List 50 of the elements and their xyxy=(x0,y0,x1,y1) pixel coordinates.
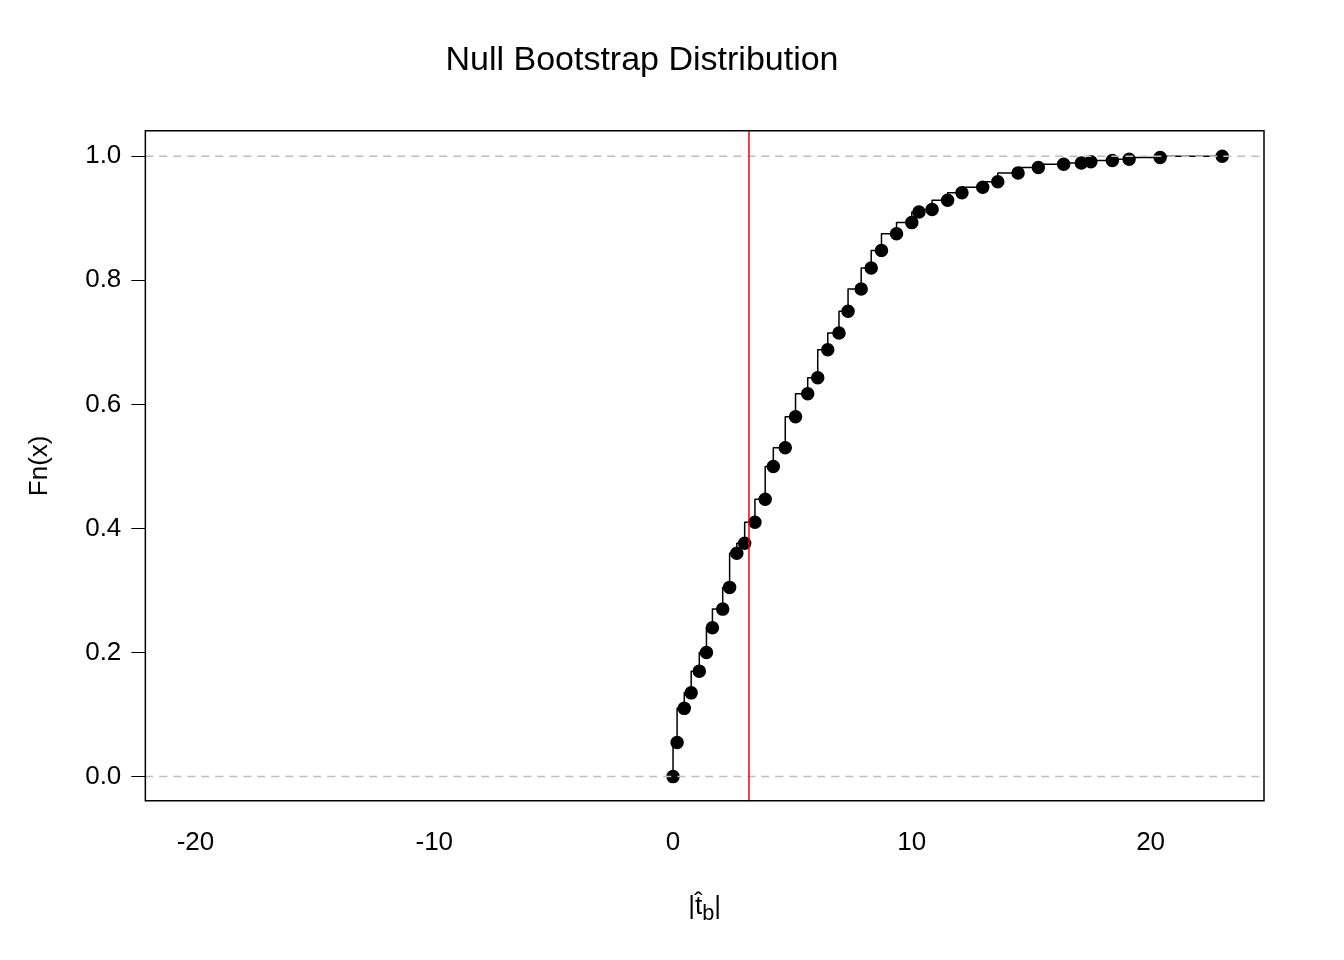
point xyxy=(1056,157,1071,172)
point xyxy=(705,620,720,635)
point xyxy=(677,701,692,716)
x-tick-label: 0 xyxy=(665,825,681,856)
point xyxy=(925,202,939,217)
x-tick-label: -10 xyxy=(415,825,454,856)
point xyxy=(864,261,878,275)
point xyxy=(832,326,846,340)
point xyxy=(821,343,835,357)
point xyxy=(800,387,815,401)
point xyxy=(955,186,969,200)
point xyxy=(715,602,730,616)
point xyxy=(810,370,825,385)
x-tick-label: -20 xyxy=(176,825,215,856)
point xyxy=(854,282,868,296)
point xyxy=(841,304,855,319)
point xyxy=(670,735,684,750)
point xyxy=(722,580,737,595)
y-tick-label: 0.6 xyxy=(85,387,122,418)
y-tick-label: 0.4 xyxy=(85,511,122,542)
point xyxy=(788,410,803,424)
point xyxy=(666,769,680,784)
y-tick-label: 0.0 xyxy=(85,759,122,790)
point xyxy=(991,174,1005,189)
point xyxy=(975,180,990,194)
point xyxy=(1011,166,1025,180)
point xyxy=(940,193,955,208)
point xyxy=(874,243,889,258)
point xyxy=(699,645,714,660)
point xyxy=(766,459,781,474)
point xyxy=(1031,160,1046,175)
point xyxy=(912,205,926,219)
point xyxy=(778,441,793,455)
point xyxy=(748,515,762,529)
y-tick-label: 1.0 xyxy=(85,139,122,170)
point xyxy=(730,546,744,561)
point xyxy=(1084,155,1098,169)
point xyxy=(1105,153,1120,168)
x-tick-label: 10 xyxy=(897,825,927,856)
y-tick-label: 0.2 xyxy=(85,635,122,666)
point xyxy=(758,492,772,507)
y-axis-title: Fn(x) xyxy=(22,435,53,497)
chart-title: Null Bootstrap Distribution xyxy=(445,38,839,77)
x-axis-title: |t̂$_{b}$| xyxy=(688,890,722,927)
point xyxy=(692,664,707,678)
point xyxy=(905,215,919,230)
y-tick-label: 0.8 xyxy=(85,263,122,294)
point xyxy=(889,227,904,241)
point xyxy=(684,686,698,700)
x-tick-label: 20 xyxy=(1136,825,1166,856)
